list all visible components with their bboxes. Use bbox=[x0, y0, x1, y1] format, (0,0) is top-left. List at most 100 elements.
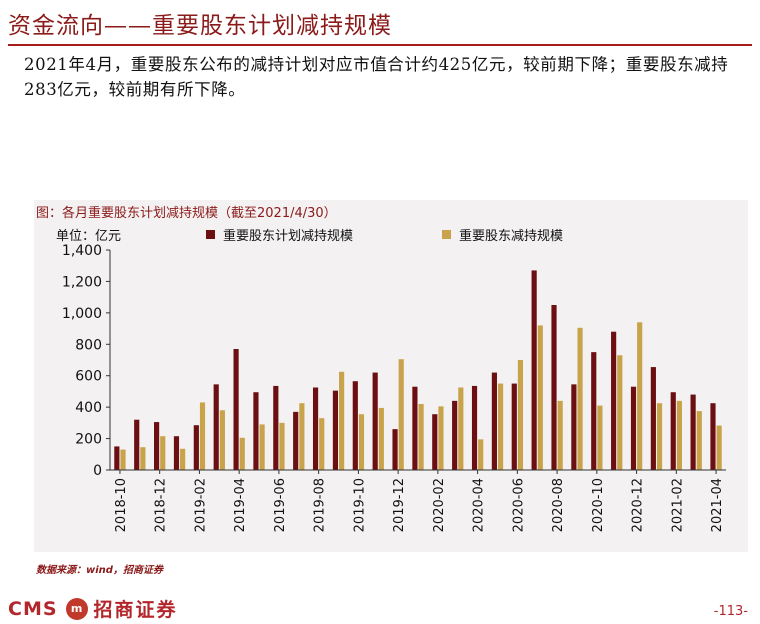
bar-planned-2020-02 bbox=[432, 414, 438, 470]
x-tick-label: 2020-04 bbox=[472, 478, 487, 532]
y-tick-label: 1,400 bbox=[62, 243, 102, 259]
x-tick-label: 2019-08 bbox=[313, 478, 328, 532]
brand-latin: CMS bbox=[8, 597, 58, 620]
x-tick-label: 2019-02 bbox=[193, 478, 208, 532]
x-tick-label: 2018-12 bbox=[154, 478, 169, 532]
y-tick-label: 400 bbox=[75, 400, 102, 416]
bar-actual-2020-08 bbox=[557, 400, 563, 470]
bar-actual-2021-02 bbox=[676, 400, 682, 470]
bar-actual-2020-02 bbox=[438, 406, 444, 470]
bar-planned-2018-11 bbox=[134, 419, 140, 470]
y-tick-label: 1,200 bbox=[62, 274, 102, 290]
x-tick-label: 2021-04 bbox=[710, 478, 725, 532]
x-tick-label: 2019-10 bbox=[352, 478, 367, 532]
bar-planned-2020-11 bbox=[611, 331, 617, 470]
bar-planned-2018-10 bbox=[114, 446, 120, 470]
bar-planned-2020-09 bbox=[571, 384, 577, 470]
y-tick-label: 1,000 bbox=[62, 306, 102, 322]
summary-text: 2021年4月，重要股东公布的减持计划对应市值合计约425亿元，较前期下降；重要… bbox=[24, 55, 729, 99]
bar-actual-2019-12 bbox=[398, 359, 404, 470]
bar-planned-2020-06 bbox=[511, 383, 517, 470]
bar-actual-2020-01 bbox=[418, 404, 424, 470]
page-number: -113- bbox=[713, 604, 748, 619]
bar-planned-2019-11 bbox=[372, 372, 378, 470]
bar-actual-2020-09 bbox=[577, 327, 583, 470]
bar-actual-2019-05 bbox=[259, 424, 265, 470]
x-tick-label: 2020-06 bbox=[511, 478, 526, 532]
bar-actual-2019-07 bbox=[299, 403, 305, 470]
legend-swatch-planned bbox=[206, 230, 215, 239]
legend-label-actual: 重要股东减持规模 bbox=[459, 229, 564, 244]
bar-actual-2021-01 bbox=[656, 403, 663, 470]
bar-planned-2019-04 bbox=[233, 349, 239, 470]
bar-actual-2019-11 bbox=[378, 407, 384, 470]
bar-planned-2019-05 bbox=[253, 392, 259, 470]
bar-actual-2019-06 bbox=[279, 422, 285, 470]
bar-actual-2019-10 bbox=[358, 414, 365, 470]
bar-planned-2020-04 bbox=[471, 385, 478, 470]
x-tick-label: 2019-12 bbox=[392, 478, 407, 532]
bar-actual-2018-10 bbox=[120, 449, 126, 470]
bar-planned-2020-01 bbox=[412, 386, 418, 470]
brand-chinese: 招商证券 bbox=[93, 599, 178, 621]
bar-actual-2020-05 bbox=[497, 383, 504, 470]
data-source: 数据来源：wind，招商证券 bbox=[36, 565, 163, 576]
bar-planned-2019-07 bbox=[293, 411, 299, 470]
chart-title: 图：各月重要股东计划减持规模（截至2021/4/30） bbox=[36, 206, 337, 221]
bar-planned-2019-12 bbox=[392, 429, 398, 470]
x-tick-label: 2020-08 bbox=[551, 478, 566, 532]
y-tick-label: 0 bbox=[93, 463, 102, 479]
bar-actual-2021-04 bbox=[716, 425, 722, 470]
bar-actual-2019-09 bbox=[339, 371, 345, 470]
bar-actual-2020-03 bbox=[458, 387, 464, 470]
page-title: 资金流向——重要股东计划减持规模 bbox=[8, 13, 392, 39]
title-divider bbox=[8, 44, 752, 46]
bar-planned-2019-08 bbox=[312, 387, 319, 470]
bar-actual-2019-03 bbox=[219, 410, 225, 470]
bar-actual-2019-08 bbox=[319, 418, 325, 470]
bar-planned-2020-07 bbox=[531, 270, 537, 470]
bar-actual-2020-04 bbox=[478, 439, 484, 470]
x-tick-label: 2020-02 bbox=[432, 478, 447, 532]
bar-actual-2020-06 bbox=[517, 360, 524, 470]
chart-panel bbox=[34, 200, 748, 552]
x-tick-label: 2019-06 bbox=[273, 478, 288, 532]
bar-planned-2020-12 bbox=[630, 386, 637, 470]
bar-planned-2019-02 bbox=[193, 425, 199, 470]
bar-actual-2019-01 bbox=[180, 448, 186, 470]
legend-label-planned: 重要股东计划减持规模 bbox=[223, 229, 354, 244]
bar-planned-2019-03 bbox=[213, 384, 219, 470]
brand-logo: CMS m 招商证券 bbox=[8, 595, 178, 622]
bar-actual-2019-04 bbox=[239, 437, 245, 470]
bar-actual-2020-12 bbox=[637, 322, 643, 470]
bar-planned-2021-04 bbox=[710, 403, 716, 470]
bar-actual-2020-11 bbox=[617, 355, 623, 470]
legend-item-planned: 重要股东计划减持规模 bbox=[206, 225, 353, 244]
bar-planned-2019-09 bbox=[332, 390, 339, 470]
bar-planned-2018-12 bbox=[154, 422, 160, 470]
bar-planned-2021-02 bbox=[670, 392, 676, 470]
bar-planned-2021-03 bbox=[690, 394, 696, 470]
legend-swatch-actual bbox=[442, 230, 451, 239]
y-tick-label: 200 bbox=[75, 432, 102, 448]
bar-planned-2021-01 bbox=[650, 367, 656, 470]
bar-actual-2020-07 bbox=[537, 325, 543, 470]
bar-planned-2019-10 bbox=[352, 381, 358, 470]
x-tick-label: 2019-04 bbox=[233, 478, 248, 532]
x-tick-label: 2020-10 bbox=[591, 478, 606, 532]
bar-actual-2018-11 bbox=[140, 447, 146, 470]
bar-planned-2020-03 bbox=[452, 400, 458, 470]
bar-planned-2020-05 bbox=[491, 372, 497, 470]
x-tick-label: 2020-12 bbox=[631, 478, 646, 532]
x-tick-label: 2021-02 bbox=[670, 478, 685, 532]
brand-emblem-icon: m bbox=[65, 597, 88, 620]
legend-item-actual: 重要股东减持规模 bbox=[442, 225, 563, 244]
y-tick-label: 800 bbox=[75, 337, 102, 353]
bar-actual-2018-12 bbox=[160, 436, 166, 470]
y-tick-label: 600 bbox=[75, 369, 102, 385]
bar-planned-2019-06 bbox=[273, 385, 279, 470]
y-axis-unit: 单位：亿元 bbox=[56, 229, 122, 244]
bar-actual-2021-03 bbox=[696, 411, 702, 470]
bar-planned-2020-08 bbox=[551, 305, 557, 470]
